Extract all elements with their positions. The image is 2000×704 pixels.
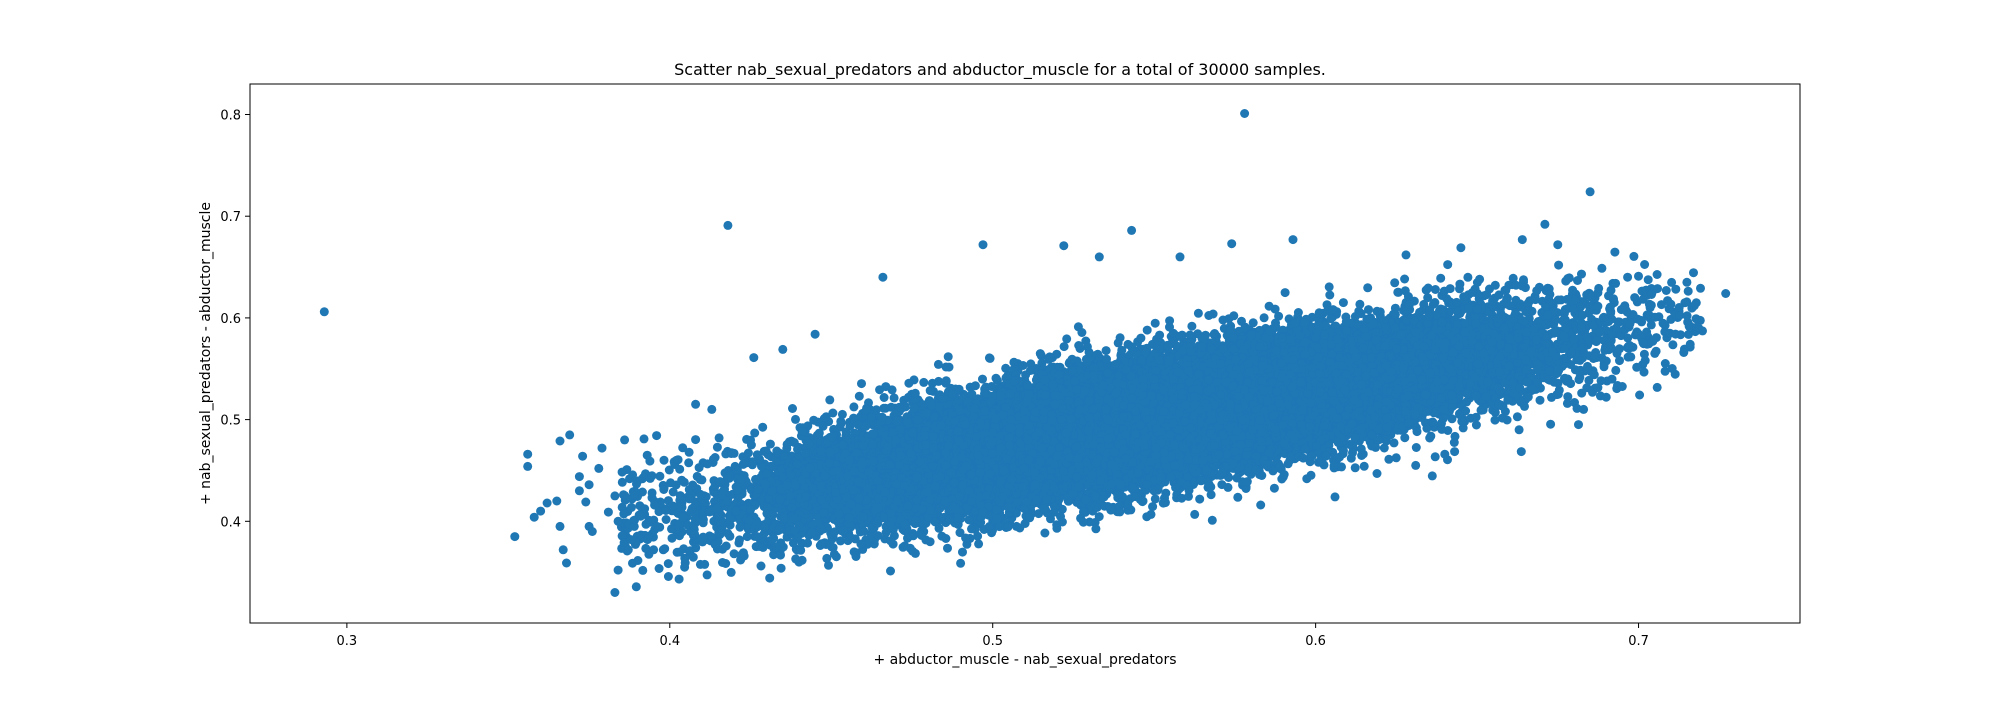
scatter-point bbox=[1574, 420, 1583, 430]
scatter-point bbox=[1443, 260, 1453, 270]
scatter-point bbox=[1035, 349, 1045, 359]
scatter-point bbox=[1682, 277, 1692, 287]
scatter-point bbox=[1584, 375, 1594, 385]
scatter-point bbox=[958, 547, 967, 557]
scatter-point bbox=[836, 536, 845, 546]
scatter-point bbox=[943, 543, 952, 553]
scatter-point bbox=[943, 352, 953, 362]
scatter-point bbox=[655, 471, 665, 481]
scatter-point bbox=[879, 393, 889, 402]
scatter-point bbox=[1391, 453, 1401, 463]
scatter-point bbox=[1233, 492, 1243, 502]
scatter-point bbox=[1430, 285, 1440, 294]
scatter-point bbox=[661, 515, 671, 524]
scatter-point bbox=[1597, 263, 1607, 273]
scatter-point bbox=[788, 404, 797, 413]
scatter-point bbox=[659, 455, 669, 465]
scatter-point bbox=[1562, 398, 1572, 408]
scatter-point bbox=[674, 574, 684, 584]
scatter-point bbox=[726, 567, 736, 577]
points-layer bbox=[319, 109, 1731, 597]
chart-title: Scatter nab_sexual_predators and abducto… bbox=[674, 60, 1326, 80]
scatter-point bbox=[1269, 483, 1279, 493]
scatter-point bbox=[1411, 443, 1421, 452]
